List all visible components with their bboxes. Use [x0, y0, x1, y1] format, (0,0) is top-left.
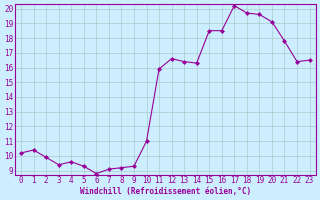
X-axis label: Windchill (Refroidissement éolien,°C): Windchill (Refroidissement éolien,°C) [80, 187, 251, 196]
